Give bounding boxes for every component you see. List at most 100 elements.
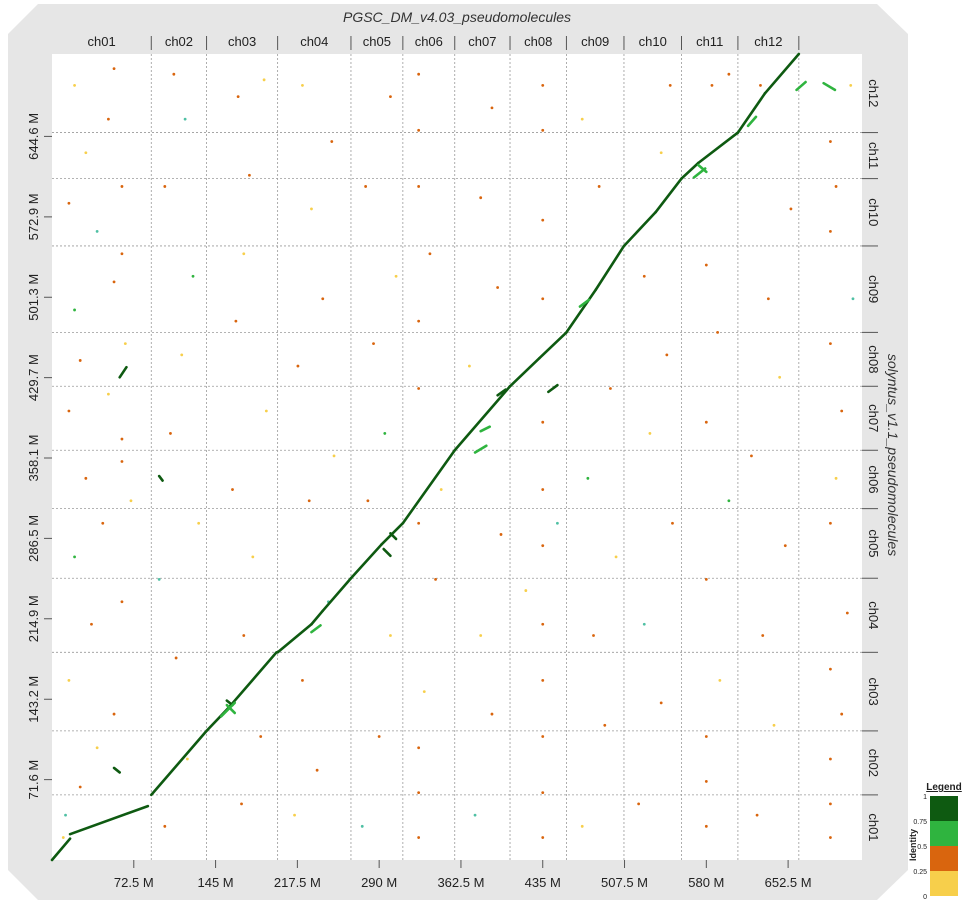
chart-title: PGSC_DM_v4.03_pseudomolecules bbox=[343, 9, 571, 25]
alignment-point bbox=[541, 420, 545, 424]
alignment-point bbox=[112, 67, 116, 70]
alignment-segment bbox=[118, 365, 128, 379]
alignment-point bbox=[157, 577, 161, 581]
x-tick-label: 507.5 M bbox=[601, 875, 648, 890]
alignment-segment bbox=[822, 81, 837, 92]
alignment-segments bbox=[50, 52, 837, 862]
alignment-segment bbox=[310, 609, 325, 626]
alignment-points bbox=[61, 67, 855, 839]
alignment-segment bbox=[736, 91, 767, 134]
alignment-point bbox=[417, 128, 421, 132]
alignment-point bbox=[704, 780, 708, 783]
x-chromosome-label: ch09 bbox=[581, 34, 609, 49]
alignment-point bbox=[293, 813, 296, 817]
alignment-point bbox=[665, 353, 669, 357]
alignment-point bbox=[120, 437, 124, 441]
alignment-point bbox=[90, 622, 93, 626]
alignment-point bbox=[129, 499, 133, 503]
alignment-point bbox=[389, 95, 392, 99]
x-tick-label: 580 M bbox=[688, 875, 724, 890]
alignment-segment bbox=[746, 115, 758, 128]
alignment-point bbox=[609, 387, 612, 390]
alignment-point bbox=[716, 330, 719, 334]
y-tick-label: 358.1 M bbox=[26, 435, 41, 482]
alignment-point bbox=[73, 555, 76, 559]
alignment-point bbox=[332, 454, 336, 458]
y-chromosome-label: ch05 bbox=[866, 529, 881, 557]
alignment-point bbox=[78, 785, 82, 789]
alignment-point bbox=[541, 735, 545, 738]
alignment-point bbox=[541, 488, 545, 491]
alignment-point bbox=[242, 634, 246, 637]
alignment-point bbox=[840, 409, 844, 413]
y-chromosome-label: ch10 bbox=[866, 198, 881, 226]
alignment-point bbox=[163, 185, 167, 188]
alignment-point bbox=[829, 757, 832, 761]
alignment-point bbox=[580, 117, 584, 121]
alignment-point bbox=[434, 577, 437, 581]
alignment-segment bbox=[594, 244, 626, 292]
y-tick-label: 429.7 M bbox=[26, 354, 41, 401]
alignment-point bbox=[541, 218, 545, 222]
alignment-point bbox=[163, 824, 167, 828]
alignment-point bbox=[310, 207, 313, 211]
legend-swatch bbox=[930, 821, 958, 846]
y-tick-label: 286.5 M bbox=[26, 515, 41, 562]
alignment-segment bbox=[149, 729, 208, 797]
alignment-point bbox=[248, 173, 251, 177]
x-chromosome-label: ch04 bbox=[300, 34, 328, 49]
grid-lines bbox=[52, 54, 862, 860]
alignment-point bbox=[642, 622, 646, 626]
alignment-point bbox=[107, 392, 110, 396]
y-chromosome-label: ch03 bbox=[866, 678, 881, 706]
alignment-point bbox=[778, 375, 782, 379]
alignment-segment bbox=[508, 356, 541, 388]
alignment-point bbox=[172, 72, 176, 76]
alignment-point bbox=[541, 128, 545, 132]
alignment-segment bbox=[453, 384, 512, 452]
alignment-segment bbox=[349, 543, 383, 580]
y-chromosome-label: ch08 bbox=[866, 345, 881, 373]
y-tick-label: 214.9 M bbox=[26, 595, 41, 642]
alignment-point bbox=[417, 72, 421, 76]
alignment-point bbox=[234, 319, 238, 323]
alignment-point bbox=[197, 521, 201, 525]
y-chromosome-label: ch06 bbox=[866, 465, 881, 493]
legend-ticks: 1 0.75 0.5 0.25 0 bbox=[913, 794, 927, 901]
y-tick-label: 501.3 M bbox=[26, 274, 41, 321]
alignment-segment bbox=[389, 532, 398, 541]
alignment-point bbox=[417, 185, 421, 188]
alignment-point bbox=[524, 589, 528, 592]
alignment-point bbox=[829, 836, 832, 839]
alignment-point bbox=[107, 117, 110, 121]
alignment-point bbox=[750, 454, 753, 458]
x-chromosome-label: ch07 bbox=[468, 34, 496, 49]
alignment-point bbox=[73, 84, 76, 87]
alignment-point bbox=[123, 342, 127, 346]
alignment-segment bbox=[496, 388, 507, 397]
x-tick-label: 435 M bbox=[525, 875, 561, 890]
alignment-segment bbox=[547, 383, 559, 394]
alignment-point bbox=[394, 274, 398, 278]
x-tick-label: 290 M bbox=[361, 875, 397, 890]
alignment-point bbox=[95, 229, 99, 233]
legend-label: Identity bbox=[908, 829, 918, 861]
alignment-point bbox=[829, 140, 832, 143]
alignment-segment bbox=[321, 576, 353, 613]
x-chromosome-label: ch02 bbox=[165, 34, 193, 49]
alignment-segment bbox=[473, 444, 488, 454]
x-tick-label: 72.5 M bbox=[114, 875, 154, 890]
alignment-point bbox=[499, 533, 503, 536]
alignment-point bbox=[84, 151, 88, 155]
x-tick-label: 217.5 M bbox=[274, 875, 321, 890]
alignment-point bbox=[845, 611, 849, 615]
legend-swatch bbox=[930, 796, 958, 821]
alignment-point bbox=[321, 297, 325, 301]
alignment-segment bbox=[680, 161, 700, 180]
y-tick-label: 644.6 M bbox=[26, 113, 41, 160]
alignment-segment bbox=[226, 651, 278, 710]
alignment-point bbox=[61, 836, 65, 839]
alignment-point bbox=[169, 432, 172, 435]
